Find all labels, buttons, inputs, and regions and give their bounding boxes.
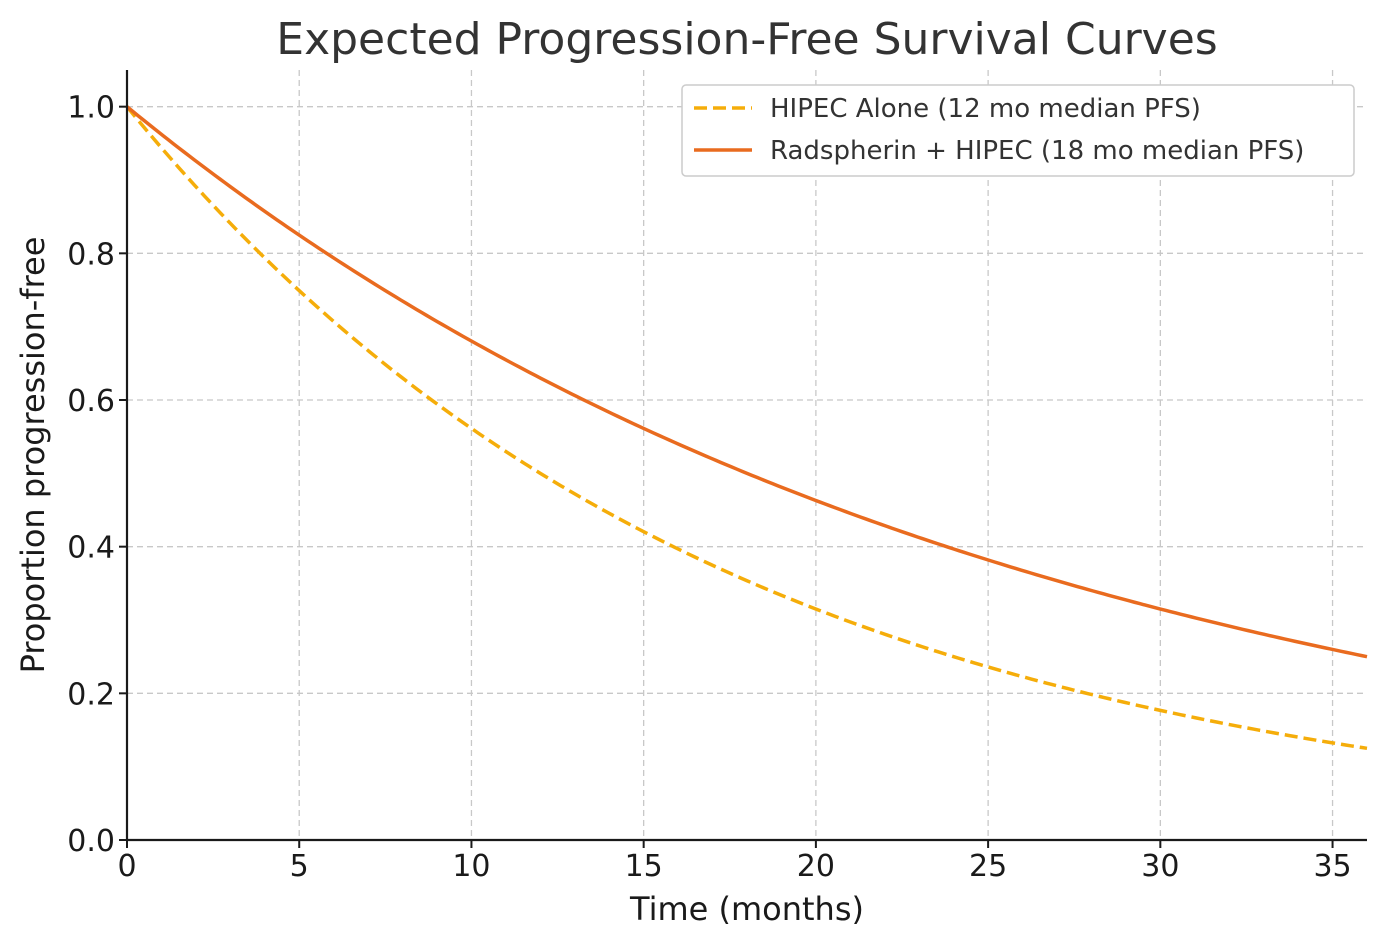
series-layer <box>125 105 1368 751</box>
x-tick-label: 5 <box>290 849 309 884</box>
legend-box <box>681 84 1355 177</box>
y-tick-label: 0.2 <box>67 677 115 712</box>
x-tick-label: 20 <box>797 849 835 884</box>
y-tick-label: 1.0 <box>67 91 115 126</box>
x-axis-label: Time (months) <box>629 890 864 928</box>
legend: HIPEC Alone (12 mo median PFS) Radspheri… <box>681 84 1355 177</box>
series-line-hipec-alone <box>125 105 1368 751</box>
x-tick-label: 35 <box>1313 849 1351 884</box>
x-tick-label: 0 <box>117 849 136 884</box>
x-tick-label: 10 <box>452 849 490 884</box>
ticks-layer: 0 5 10 15 20 25 30 35 0.0 0.2 0.4 0.6 0.8 1.0 <box>67 91 1351 884</box>
legend-label-hipec-alone: HIPEC Alone (12 mo median PFS) <box>770 94 1201 124</box>
chart-title: Expected Progression-Free Survival Curve… <box>276 14 1217 65</box>
y-tick-label: 0.6 <box>67 384 115 419</box>
legend-label-radspherin-hipec: Radspherin + HIPEC (18 mo median PFS) <box>770 136 1304 166</box>
y-tick-label: 0.8 <box>67 237 115 272</box>
grid-layer <box>127 70 1367 840</box>
y-tick-label: 0.4 <box>67 531 115 566</box>
axes-layer <box>125 70 1367 842</box>
x-tick-label: 15 <box>625 849 663 884</box>
y-tick-label: 0.0 <box>67 824 115 859</box>
x-tick-label: 25 <box>969 849 1007 884</box>
series-line-radspherin-hipec <box>125 105 1368 659</box>
x-tick-label: 30 <box>1141 849 1179 884</box>
y-axis-label: Proportion progression-free <box>14 237 52 674</box>
